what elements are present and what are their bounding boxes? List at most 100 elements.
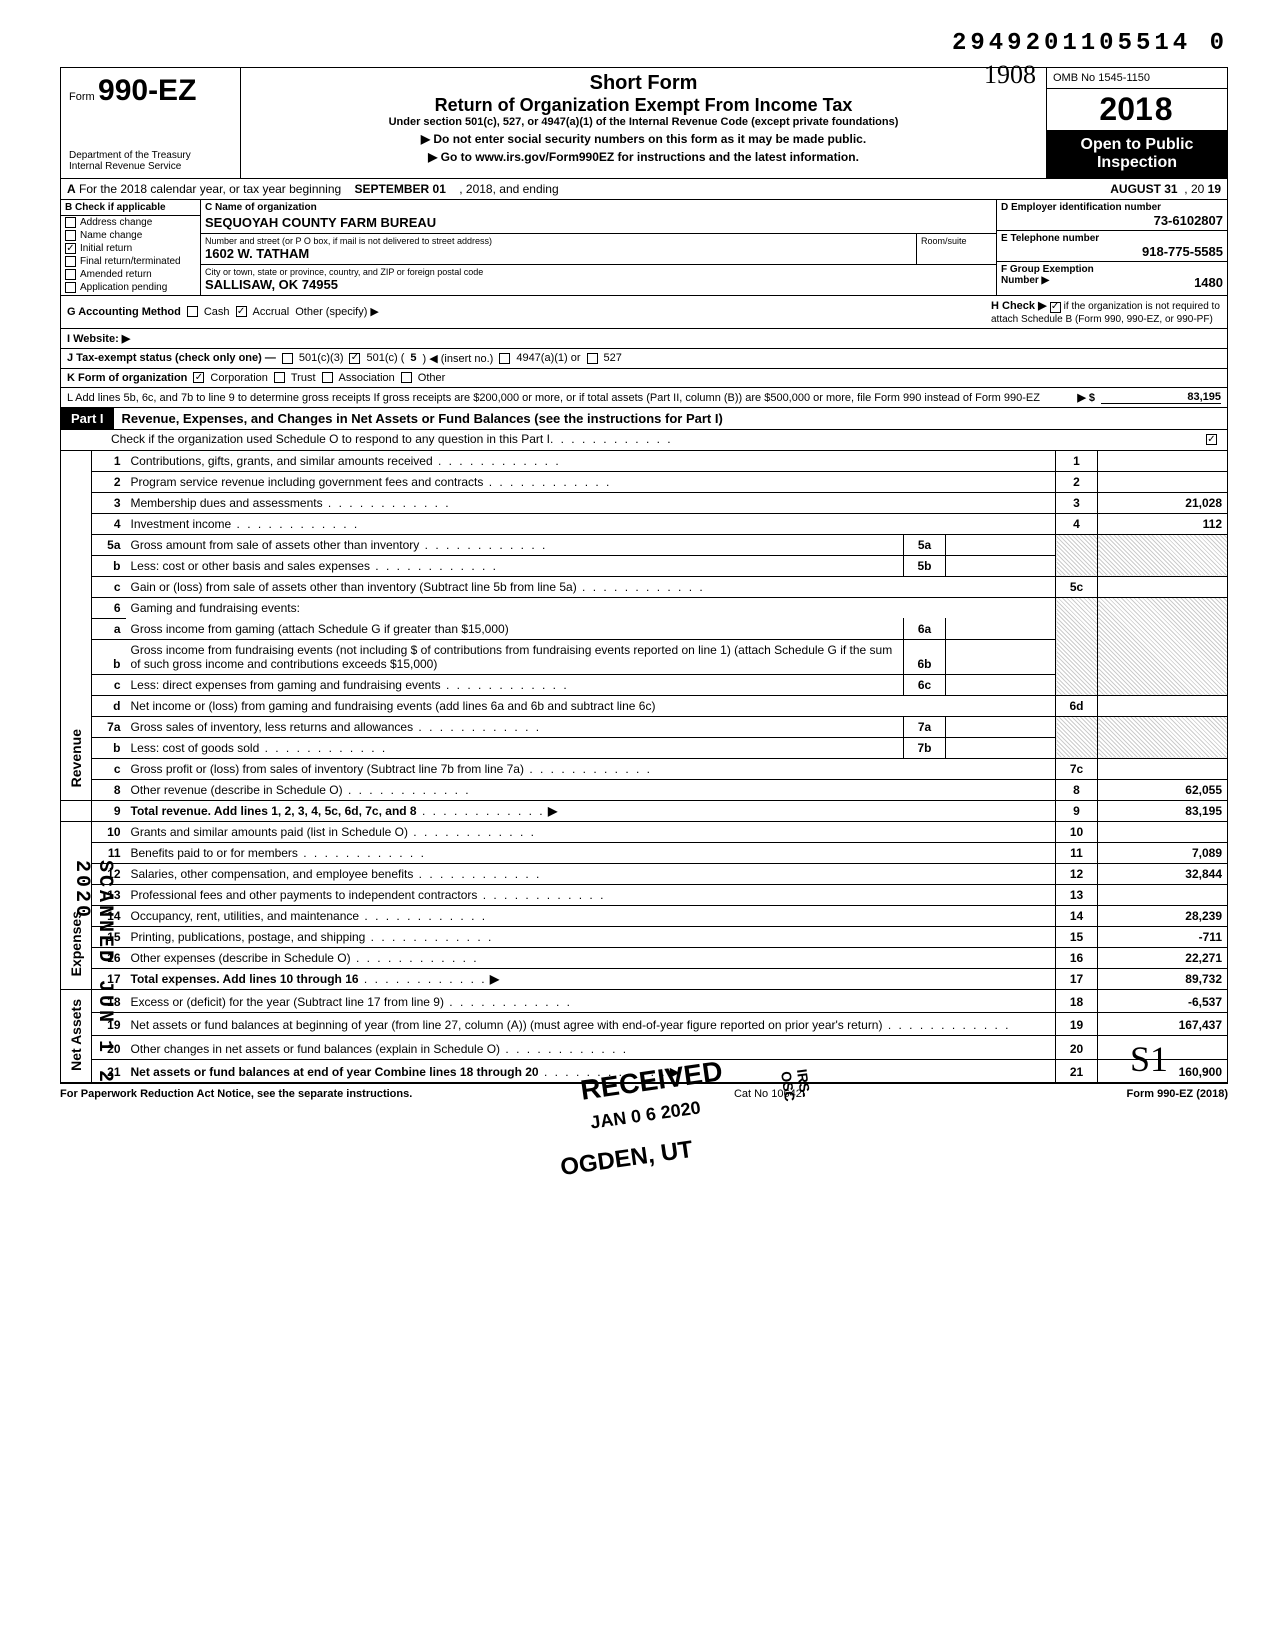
group-exempt-label: F Group Exemption: [1001, 264, 1223, 275]
dept-irs: Internal Revenue Service: [69, 161, 232, 172]
checkbox[interactable]: [65, 282, 76, 293]
group-num-value: 1480: [1194, 275, 1223, 290]
part-1-sub-text: Check if the organization used Schedule …: [111, 432, 550, 446]
checkbox[interactable]: [65, 230, 76, 241]
501c-insert: 5: [410, 352, 416, 364]
ln-18-val: -6,537: [1098, 989, 1228, 1012]
ein-value: 73-6102807: [1001, 213, 1223, 228]
cash-checkbox[interactable]: [187, 306, 198, 317]
street-label: Number and street (or P O box, if mail i…: [201, 234, 916, 246]
ln-9-num: 9: [92, 800, 126, 821]
501c-checkbox[interactable]: ✓: [349, 353, 360, 364]
ln-1-val: [1098, 451, 1228, 472]
ln-5b-midval: [946, 555, 1056, 576]
ln-6d-val: [1098, 695, 1228, 716]
trust-checkbox[interactable]: [274, 372, 285, 383]
ln-3-desc: Membership dues and assessments: [131, 496, 323, 510]
corp-checkbox[interactable]: ✓: [193, 372, 204, 383]
checkbox-label: Final return/terminated: [80, 256, 181, 267]
ln-11-val: 7,089: [1098, 842, 1228, 863]
checkbox-label: Amended return: [80, 269, 152, 280]
ln-3-col: 3: [1056, 492, 1098, 513]
tax-year-begin: SEPTEMBER 01: [355, 182, 446, 196]
year-prefix: 20: [1099, 91, 1135, 127]
row-a-text2: , 2018, and ending: [459, 182, 558, 196]
revenue-side-label: Revenue: [66, 723, 86, 793]
ln-1-num: 1: [92, 451, 126, 472]
h-checkbox[interactable]: ✓: [1050, 302, 1061, 313]
l-arrow: ▶ $: [1077, 391, 1095, 404]
ln-18-col: 18: [1056, 989, 1098, 1012]
checkbox[interactable]: ✓: [65, 243, 76, 254]
checkbox[interactable]: [65, 217, 76, 228]
ln-10-desc: Grants and similar amounts paid (list in…: [131, 825, 408, 839]
name-label: C Name of organization: [201, 200, 996, 215]
assoc-checkbox[interactable]: [322, 372, 333, 383]
ln-5c-col: 5c: [1056, 576, 1098, 597]
received-date-stamp: JAN 0 6 2020: [589, 1097, 702, 1133]
form-label: Form: [69, 91, 95, 103]
phone-value: 918-775-5585: [1001, 244, 1223, 259]
ln-8-val: 62,055: [1098, 779, 1228, 800]
city-state-zip: SALLISAW, OK 74955: [201, 277, 996, 295]
k-label: K Form of organization: [67, 372, 187, 384]
omb-number: OMB No 1545-1150: [1047, 68, 1227, 89]
header-subtext: Under section 501(c), 527, or 4947(a)(1)…: [247, 116, 1040, 128]
part-1-title: Revenue, Expenses, and Changes in Net As…: [114, 408, 731, 429]
open-public-badge: Open to Public Inspection: [1047, 130, 1227, 178]
ln-7a-midval: [946, 716, 1056, 737]
check-address-change: Address change: [61, 216, 200, 229]
ln-5a-desc: Gross amount from sale of assets other t…: [131, 538, 420, 552]
ln-7a-num: 7a: [92, 716, 126, 737]
open-public-2: Inspection: [1049, 154, 1225, 172]
row-a-text3: , 20: [1184, 182, 1204, 196]
form-number: 990-EZ: [98, 74, 196, 107]
501c-label2: ) ◀ (insert no.): [423, 352, 494, 365]
ln-6d-num: d: [92, 695, 126, 716]
ln-20-col: 20: [1056, 1036, 1098, 1059]
527-checkbox[interactable]: [587, 353, 598, 364]
return-title: Return of Organization Exempt From Incom…: [247, 95, 1040, 116]
form-header: Form 990-EZ Department of the Treasury I…: [60, 67, 1228, 179]
ogden-stamp: OGDEN, UT: [559, 1136, 695, 1182]
ln-8-desc: Other revenue (describe in Schedule O): [131, 783, 343, 797]
phone-label: E Telephone number: [1001, 233, 1223, 244]
ln-5c-desc: Gain or (loss) from sale of assets other…: [131, 580, 577, 594]
checkbox-label: Initial return: [80, 243, 132, 254]
ln-6a-midval: [946, 618, 1056, 639]
ln-17-arrow: ▶: [490, 972, 499, 986]
footer: For Paperwork Reduction Act Notice, see …: [60, 1083, 1228, 1100]
row-a-tax-year: A For the 2018 calendar year, or tax yea…: [60, 179, 1228, 200]
ln-14-val: 28,239: [1098, 905, 1228, 926]
row-l: L Add lines 5b, 6c, and 7b to line 9 to …: [60, 388, 1228, 408]
checkbox[interactable]: [65, 256, 76, 267]
ln-7b-midval: [946, 737, 1056, 758]
part-1-header: Part I Revenue, Expenses, and Changes in…: [60, 408, 1228, 430]
website-label: I Website: ▶: [67, 332, 130, 345]
501c3-checkbox[interactable]: [282, 353, 293, 364]
ln-21-desc: Net assets or fund balances at end of ye…: [131, 1065, 539, 1079]
ln-6a-num: a: [92, 618, 126, 639]
other-org-checkbox[interactable]: [401, 372, 412, 383]
dept-treasury: Department of the Treasury: [69, 150, 232, 161]
ln-13-desc: Professional fees and other payments to …: [131, 888, 478, 902]
ln-7b-mid: 7b: [904, 737, 946, 758]
ln-16-desc: Other expenses (describe in Schedule O): [131, 951, 351, 965]
cat-no: Cat No 10642I: [412, 1088, 1126, 1100]
ln-4-desc: Investment income: [131, 517, 232, 531]
schedule-o-checkbox[interactable]: ✓: [1206, 434, 1217, 445]
row-k: K Form of organization ✓Corporation Trus…: [60, 369, 1228, 388]
accrual-checkbox[interactable]: ✓: [236, 306, 247, 317]
ln-7c-col: 7c: [1056, 758, 1098, 779]
open-public-1: Open to Public: [1049, 136, 1225, 154]
assoc-label: Association: [339, 372, 395, 384]
ln-2-val: [1098, 471, 1228, 492]
527-label: 527: [604, 352, 622, 364]
ln-17-val: 89,732: [1098, 968, 1228, 989]
org-name: SEQUOYAH COUNTY FARM BUREAU: [201, 215, 996, 234]
cash-label: Cash: [204, 306, 230, 318]
ln-6d-col: 6d: [1056, 695, 1098, 716]
ln-5b-num: b: [92, 555, 126, 576]
checkbox[interactable]: [65, 269, 76, 280]
4947-checkbox[interactable]: [499, 353, 510, 364]
